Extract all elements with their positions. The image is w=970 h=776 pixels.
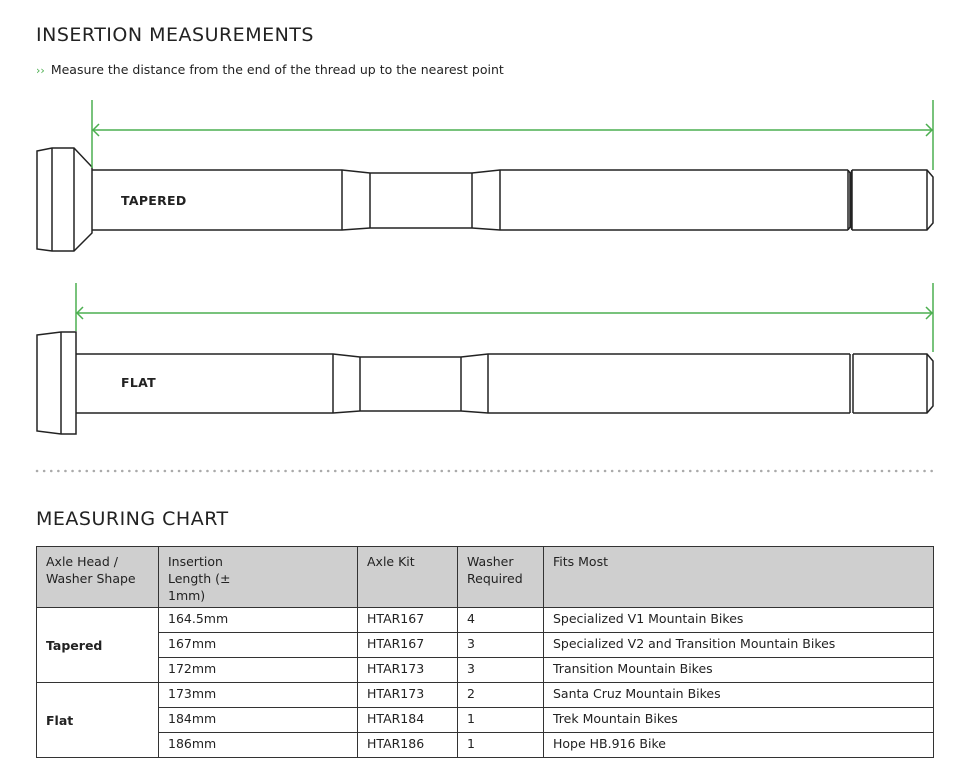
kit-cell: HTAR173 <box>357 657 458 683</box>
length-cell: 184mm <box>158 707 358 733</box>
instruction: ›› Measure the distance from the end of t… <box>36 62 504 77</box>
table-row: 172mm HTAR173 3 Transition Mountain Bike… <box>37 657 934 683</box>
table-row: Flat 173mm HTAR173 2 Santa Cruz Mountain… <box>36 682 934 758</box>
shape-cell: Tapered <box>36 607 159 683</box>
shape-cell: Flat <box>36 682 159 758</box>
header-length: Insertion Length (± 1mm) <box>158 546 358 608</box>
washer-cell: 1 <box>457 732 544 758</box>
washer-cell: 3 <box>457 657 544 683</box>
length-cell: 173mm <box>158 682 358 708</box>
fits-cell: Specialized V2 and Transition Mountain B… <box>543 632 934 658</box>
length-cell: 186mm <box>158 732 358 758</box>
axle-diagrams <box>35 100 935 473</box>
table-header-row: Axle Head / Washer Shape Insertion Lengt… <box>36 546 934 608</box>
tapered-axle-drawing <box>36 147 934 252</box>
washer-cell: 1 <box>457 707 544 733</box>
kit-cell: HTAR184 <box>357 707 458 733</box>
fits-cell: Specialized V1 Mountain Bikes <box>543 607 934 633</box>
flat-label: FLAT <box>121 375 156 390</box>
header-washer: Washer Required <box>457 546 544 608</box>
header-kit: Axle Kit <box>357 546 458 608</box>
table-row: 184mm HTAR184 1 Trek Mountain Bikes <box>37 707 934 733</box>
fits-cell: Hope HB.916 Bike <box>543 732 934 758</box>
washer-cell: 4 <box>457 607 544 633</box>
table-row: 186mm HTAR186 1 Hope HB.916 Bike <box>37 732 934 758</box>
kit-cell: HTAR173 <box>357 682 458 708</box>
length-cell: 172mm <box>158 657 358 683</box>
length-cell: 167mm <box>158 632 358 658</box>
measuring-chart-table: Axle Head / Washer Shape Insertion Lengt… <box>36 546 934 758</box>
instruction-text: Measure the distance from the end of the… <box>50 62 504 77</box>
insertion-title: INSERTION MEASUREMENTS <box>36 24 314 46</box>
fits-cell: Santa Cruz Mountain Bikes <box>543 682 934 708</box>
washer-cell: 2 <box>457 682 544 708</box>
fits-cell: Transition Mountain Bikes <box>543 657 934 683</box>
double-chevron-right-icon: ›› <box>36 64 45 77</box>
header-fits: Fits Most <box>543 546 934 608</box>
tapered-dimension-line <box>91 100 934 170</box>
flat-axle-drawing <box>36 331 934 435</box>
kit-cell: HTAR167 <box>357 607 458 633</box>
washer-cell: 3 <box>457 632 544 658</box>
length-cell: 164.5mm <box>158 607 358 633</box>
header-shape: Axle Head / Washer Shape <box>36 546 159 608</box>
table-row: Tapered 164.5mm HTAR167 4 Specialized V1… <box>36 607 934 683</box>
kit-cell: HTAR186 <box>357 732 458 758</box>
flat-dimension-line <box>75 283 934 352</box>
tapered-label: TAPERED <box>121 193 187 208</box>
chart-title: MEASURING CHART <box>36 508 229 530</box>
kit-cell: HTAR167 <box>357 632 458 658</box>
table-row: 167mm HTAR167 3 Specialized V2 and Trans… <box>37 632 934 658</box>
fits-cell: Trek Mountain Bikes <box>543 707 934 733</box>
